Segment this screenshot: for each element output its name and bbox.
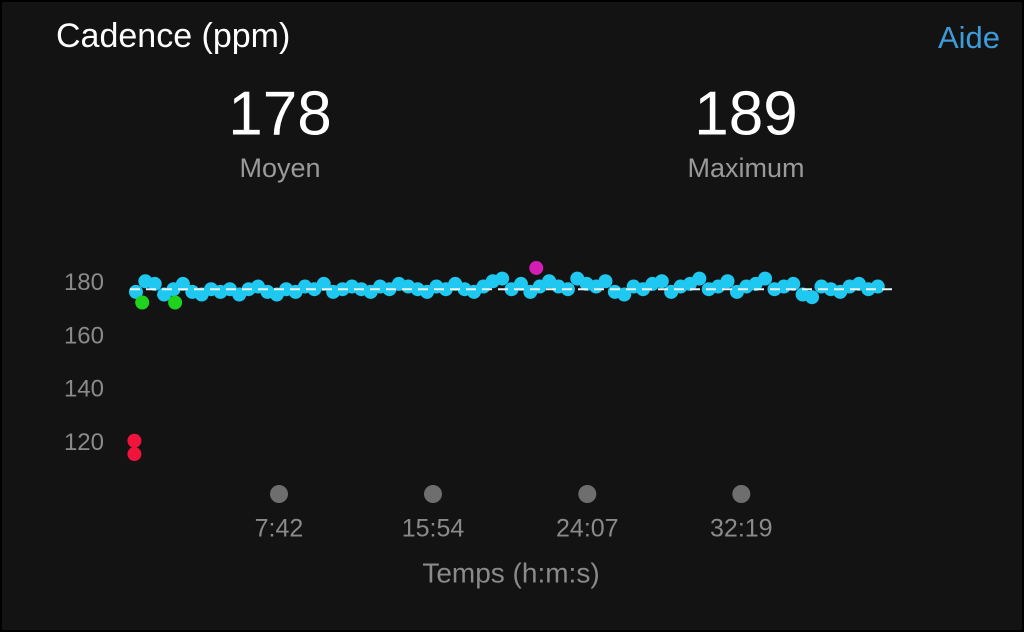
stat-label: Moyen	[239, 153, 320, 183]
x-tick-dot	[732, 485, 751, 503]
point	[617, 287, 632, 302]
point	[598, 274, 613, 289]
point	[316, 276, 331, 291]
stat-label: Maximum	[687, 153, 804, 183]
point	[692, 271, 707, 286]
x-tick-label: 24:07	[556, 515, 619, 543]
point	[513, 276, 528, 291]
point	[654, 274, 669, 289]
y-tick-label: 180	[64, 269, 104, 296]
point	[870, 279, 885, 294]
point	[127, 433, 142, 448]
y-tick-label: 140	[64, 376, 104, 403]
help-link[interactable]: Aide	[938, 20, 1000, 55]
point	[175, 276, 190, 291]
x-tick-dot	[424, 485, 443, 503]
x-tick-dot	[270, 485, 289, 503]
y-tick-label: 120	[64, 429, 104, 456]
stat-value: 189	[694, 79, 797, 148]
x-tick-label: 15:54	[402, 515, 465, 543]
point	[135, 295, 150, 310]
x-tick-dot	[578, 485, 597, 503]
x-tick-label: 7:42	[255, 515, 304, 543]
point	[529, 260, 544, 275]
point	[147, 276, 162, 291]
point	[168, 295, 183, 310]
x-tick-label: 32:19	[710, 515, 773, 543]
point	[127, 447, 142, 462]
title: Cadence (ppm)	[56, 17, 290, 55]
point	[805, 290, 820, 305]
point	[786, 276, 801, 291]
x-axis-label: Temps (h:m:s)	[422, 557, 599, 588]
point	[720, 274, 735, 289]
y-tick-label: 160	[64, 322, 104, 349]
stat-value: 178	[228, 79, 331, 148]
point	[758, 271, 773, 286]
point	[495, 271, 510, 286]
